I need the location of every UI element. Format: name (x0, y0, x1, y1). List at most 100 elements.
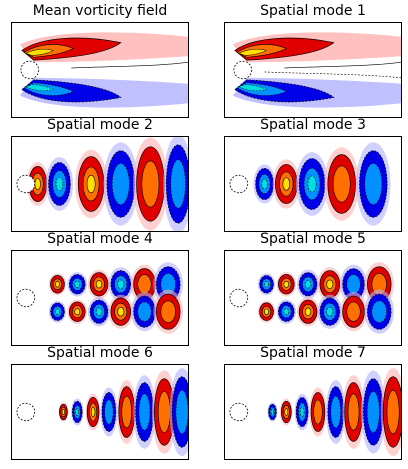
contour (284, 61, 401, 69)
negative-blob (325, 380, 346, 444)
panel-mode-4: Spatial mode 4 (11, 231, 189, 346)
vorticity-field (229, 367, 401, 457)
cylinder (16, 402, 36, 422)
contour (95, 280, 103, 289)
negative-blob (360, 370, 386, 454)
contour (61, 409, 65, 415)
contour (326, 307, 334, 317)
cylinder (16, 174, 36, 194)
shear-layer-bottom (238, 84, 268, 92)
vorticity-field (229, 262, 395, 334)
contour (261, 178, 268, 190)
positive-blob (272, 159, 300, 209)
contour (264, 281, 270, 288)
contour (175, 389, 188, 435)
contour (55, 176, 64, 192)
contour (304, 280, 312, 289)
vorticity-field (229, 142, 391, 226)
positive-blob (130, 264, 159, 304)
contour (104, 399, 114, 425)
cylinder (233, 60, 253, 80)
contour (304, 307, 312, 316)
panel-mode-1: Spatial mode 1 (224, 3, 402, 118)
cylinder (229, 288, 249, 308)
contour (346, 301, 361, 322)
contour (141, 160, 160, 208)
vorticity-plot (11, 22, 189, 118)
negative-blob (356, 142, 391, 226)
contour (95, 307, 103, 316)
contour (299, 407, 305, 417)
panel-mean-vorticity: Mean vorticity field (11, 3, 189, 118)
cylinder (229, 174, 249, 194)
positive-blob (26, 161, 49, 207)
panel-title: Spatial mode 3 (260, 117, 366, 133)
contour (270, 409, 275, 415)
positive-blob (317, 267, 343, 302)
contour (75, 408, 80, 416)
panel-title: Spatial mode 5 (260, 231, 366, 247)
contour (282, 177, 291, 191)
contour (386, 389, 400, 435)
contour (346, 274, 361, 295)
positive-blob (85, 393, 101, 431)
vorticity-plot (224, 250, 402, 346)
shear-layer-top (25, 48, 55, 56)
positive-blob (257, 300, 276, 323)
contour (74, 308, 81, 316)
contour (90, 407, 96, 417)
negative-blob (67, 272, 88, 297)
negative-blob (163, 137, 188, 231)
positive-blob (153, 289, 184, 334)
contour (284, 408, 289, 416)
negative-blob (295, 152, 329, 216)
shear-layer-bottom (25, 84, 55, 92)
panel-title: Spatial mode 1 (260, 3, 366, 19)
negative-blob (100, 387, 118, 437)
positive-blob (380, 367, 401, 457)
contour (71, 61, 188, 69)
contour (54, 281, 60, 288)
contour (264, 308, 270, 315)
contour (364, 163, 383, 205)
positive-blob (339, 292, 368, 332)
negative-blob (71, 398, 84, 426)
positive-blob (75, 149, 108, 219)
contour (34, 178, 41, 190)
vorticity-plot (11, 250, 189, 346)
contour (117, 279, 125, 289)
vorticity-field (16, 137, 188, 231)
negative-blob (103, 142, 139, 226)
contour (313, 399, 323, 425)
positive-blob (108, 294, 134, 329)
panel-mode-5: Spatial mode 5 (224, 231, 402, 346)
negative-blob (294, 393, 310, 431)
positive-blob (342, 375, 365, 449)
contour (74, 280, 81, 288)
positive-blob (324, 147, 359, 221)
cylinder (229, 402, 249, 422)
vorticity-plot (224, 364, 402, 460)
panel-title: Spatial mode 7 (260, 345, 366, 361)
positive-blob (116, 380, 137, 444)
shear-layer-top (238, 48, 268, 56)
negative-blob (48, 300, 67, 323)
contour (307, 175, 317, 193)
positive-blob (296, 297, 320, 327)
contour (111, 163, 130, 205)
panel-title: Spatial mode 6 (47, 345, 153, 361)
contour (54, 308, 60, 315)
positive-blob (48, 273, 67, 296)
contour (160, 300, 176, 323)
panel-title: Spatial mode 2 (47, 117, 153, 133)
vorticity-field (16, 262, 184, 334)
negative-blob (257, 273, 276, 296)
negative-blob (87, 297, 111, 327)
panel-title: Spatial mode 4 (47, 231, 153, 247)
positive-blob (280, 398, 293, 426)
positive-blob (58, 402, 69, 422)
contour (326, 279, 334, 289)
vorticity-plot (224, 22, 402, 118)
negative-blob (45, 157, 74, 211)
contour (86, 174, 96, 194)
